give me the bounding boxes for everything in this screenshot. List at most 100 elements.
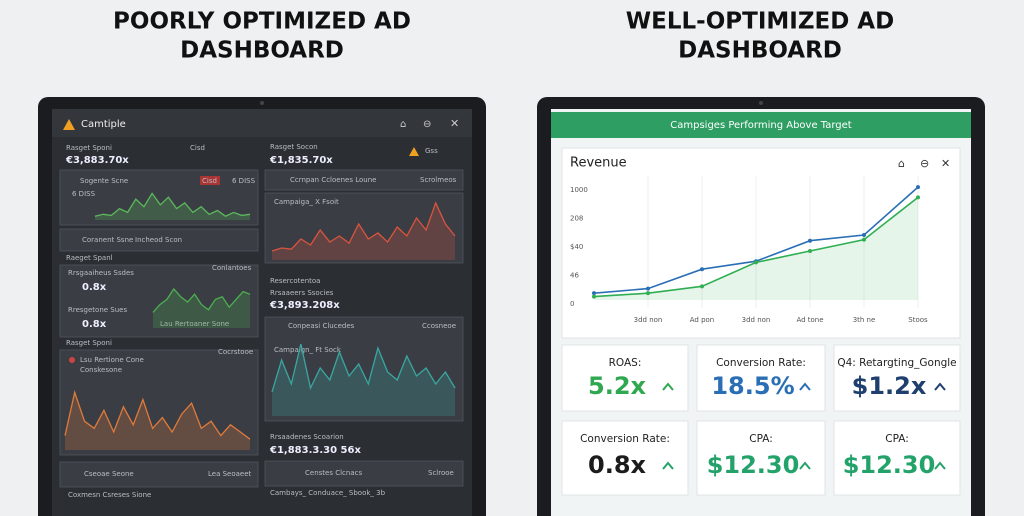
label: Campaiga_ X Fsoit xyxy=(274,198,339,206)
kpi-value: 18.5% xyxy=(711,372,794,400)
x-tick-label: 3dd non xyxy=(634,316,663,324)
label: Sogente Scne xyxy=(80,177,128,185)
label: Raeget Spanl xyxy=(66,254,113,262)
left-title: DASHBOARD xyxy=(180,38,344,64)
right-title: DASHBOARD xyxy=(678,38,842,64)
label: 6 DISS xyxy=(72,190,96,198)
kpi-label: Conversion Rate: xyxy=(580,433,670,445)
y-tick-label: 0 xyxy=(570,300,574,308)
label: Coxmesn Csreses Sione xyxy=(68,491,151,499)
banner xyxy=(551,112,971,138)
icon[interactable]: ⌂ xyxy=(400,119,406,130)
kpi-value: 5.2x xyxy=(588,372,647,400)
camera xyxy=(759,101,763,105)
label: Rresgetone Sues xyxy=(68,306,127,314)
panel xyxy=(264,460,464,487)
label: Sclrooe xyxy=(428,469,454,477)
kpi-value: $12.30 xyxy=(843,451,936,479)
titlebar xyxy=(52,109,472,137)
point xyxy=(808,248,812,253)
chart-area xyxy=(594,197,918,300)
label: Rasget Socon xyxy=(270,143,318,151)
trend-arrow xyxy=(934,382,946,391)
kpi-value: $1.2x xyxy=(852,372,927,400)
warning-icon xyxy=(63,119,75,130)
kpi-card xyxy=(833,420,961,496)
x-tick-label: 3th ne xyxy=(853,316,876,324)
label: Cseoae Seone xyxy=(84,470,134,478)
close[interactable]: ✕ xyxy=(941,157,950,170)
point xyxy=(646,286,650,291)
label: Rasget Sponi xyxy=(66,339,112,347)
badge xyxy=(200,176,220,185)
y-tick-label: 1000 xyxy=(570,186,588,194)
kpi-card xyxy=(696,344,826,412)
panel xyxy=(264,169,464,191)
label: Lau Rertoaner Sone xyxy=(160,320,229,328)
label: Coranent Ssne xyxy=(82,236,133,244)
label: Scrolmeos xyxy=(420,176,457,184)
value: €3,893.208x xyxy=(269,300,340,311)
panel xyxy=(59,349,259,456)
label: Resercotentoa xyxy=(270,277,320,285)
chart-line xyxy=(271,201,456,252)
icon[interactable]: ⊖ xyxy=(423,119,431,130)
kpi-card xyxy=(696,420,826,496)
left-title: POORLY OPTIMIZED AD xyxy=(113,9,411,35)
label: Campaign_ Ft Sock xyxy=(274,346,342,354)
panel xyxy=(59,461,259,488)
kpi-card xyxy=(561,344,689,412)
close[interactable]: ✕ xyxy=(450,117,459,130)
dot xyxy=(69,357,75,363)
chart-line xyxy=(271,343,456,393)
label: 6 DISS xyxy=(232,177,256,185)
trend-arrow xyxy=(662,382,674,391)
icon[interactable]: ⊖ xyxy=(920,157,929,170)
point xyxy=(700,267,704,272)
label: Incheod Scon xyxy=(135,236,182,244)
label: Rasget Sponi xyxy=(66,144,112,152)
icon[interactable]: ⌂ xyxy=(898,157,905,170)
chart-line xyxy=(152,287,251,313)
y-tick-label: $40 xyxy=(570,243,583,251)
kpi-label: CPA: xyxy=(749,433,773,445)
label: Cisd xyxy=(190,144,205,152)
point xyxy=(592,294,596,299)
value: 0.8x xyxy=(82,282,107,293)
kpi-label: Q4: Retargting_Gongle xyxy=(837,357,956,369)
label: Conpeasi Clucedes xyxy=(288,322,355,330)
point xyxy=(916,185,920,190)
label: Cocrstooe xyxy=(218,348,253,356)
kpi-label: Conversion Rate: xyxy=(716,357,806,369)
label: Conlantoes xyxy=(212,264,252,272)
label: Censtes Clcnacs xyxy=(305,469,362,477)
camera xyxy=(260,101,264,105)
panel xyxy=(264,316,464,422)
x-tick-label: 3dd non xyxy=(742,316,771,324)
point xyxy=(916,195,920,200)
kpi-card xyxy=(561,420,689,496)
value: €1,883.3.30 56x xyxy=(269,445,361,456)
kpi-label: ROAS: xyxy=(609,357,642,369)
card-title: Revenue xyxy=(570,156,627,171)
label: Lea Seoaeet xyxy=(208,470,252,478)
label: Rrsaaeers Ssocies xyxy=(270,289,334,297)
label: Gss xyxy=(425,147,438,155)
y-tick-label: 46 xyxy=(570,272,579,280)
label: Rrsaadenes Scoarion xyxy=(270,433,344,441)
point xyxy=(862,233,866,238)
chart-area xyxy=(65,392,250,450)
value: €1,835.70x xyxy=(269,155,333,166)
label: Rrsgaaiheus Ssdes xyxy=(68,269,134,277)
banner-text: Campsiges Performing Above Target xyxy=(670,120,852,131)
badge-text: Cisd xyxy=(202,177,217,185)
x-tick-label: Ad tone xyxy=(796,316,823,324)
right-title: WELL-OPTIMIZED AD xyxy=(626,9,894,35)
point xyxy=(862,237,866,242)
trend-arrow xyxy=(799,461,811,470)
value: 0.8x xyxy=(82,319,107,330)
x-tick-label: Ad pon xyxy=(690,316,715,324)
label: Cambays_ Conduace_ Sbook_ 3b xyxy=(270,489,386,497)
point xyxy=(592,291,596,296)
